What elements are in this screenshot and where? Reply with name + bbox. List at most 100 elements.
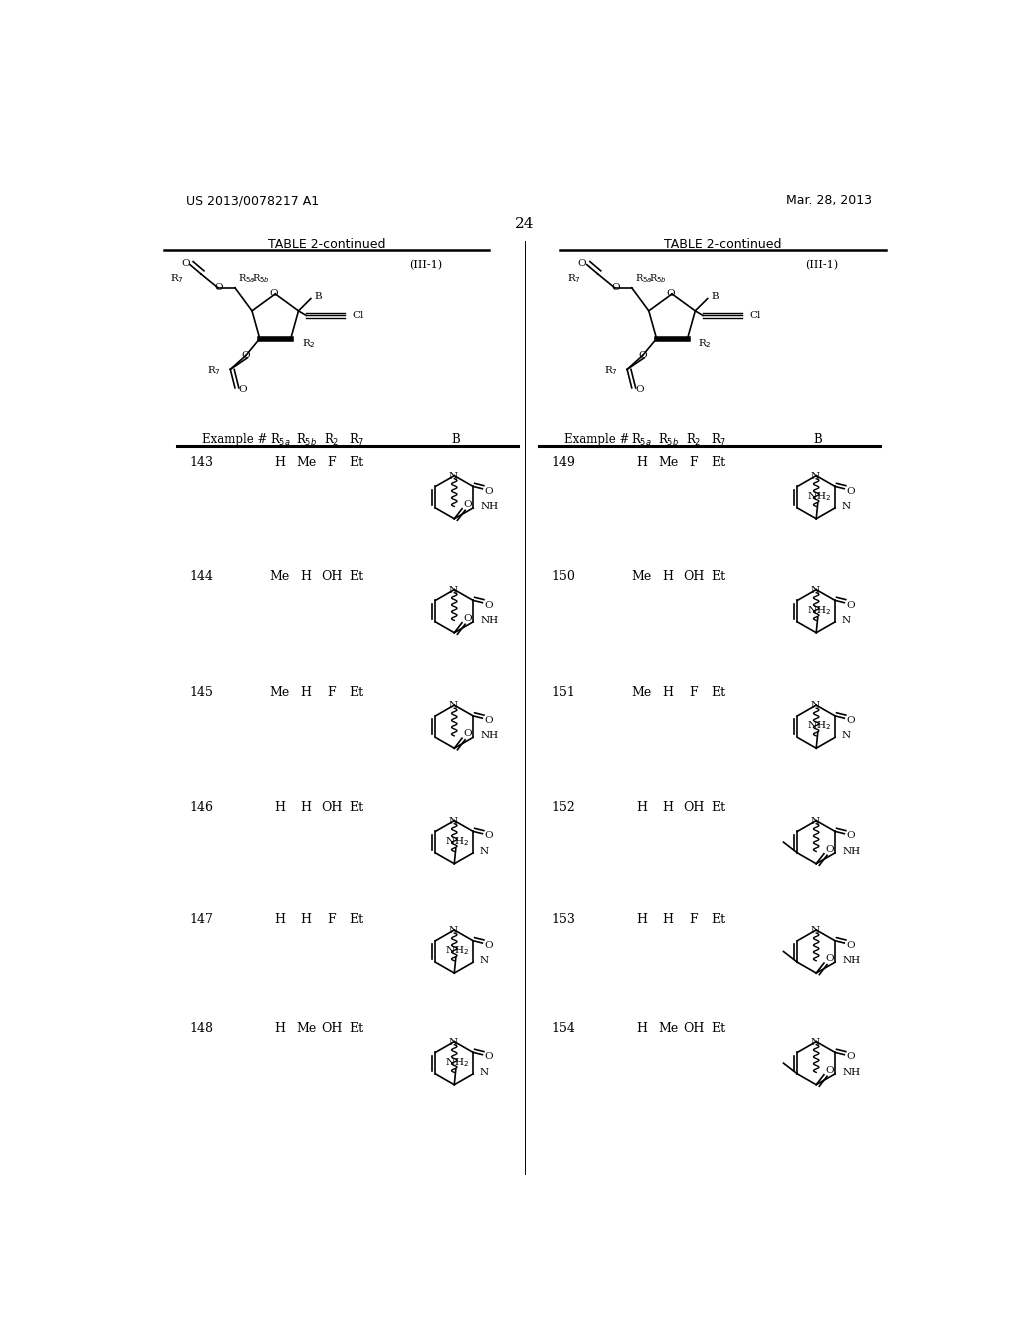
Text: O: O — [181, 259, 189, 268]
Text: Et: Et — [712, 912, 726, 925]
Text: NH: NH — [843, 956, 861, 965]
Text: O: O — [463, 614, 472, 623]
Text: O: O — [578, 259, 587, 268]
Text: OH: OH — [683, 1022, 705, 1035]
Text: H: H — [636, 801, 647, 814]
Text: R$_2$: R$_2$ — [302, 337, 315, 350]
Text: R$_{5b}$: R$_{5b}$ — [296, 432, 316, 447]
Text: R$_{5a}$: R$_{5a}$ — [269, 432, 290, 447]
Text: O: O — [635, 385, 644, 393]
Text: NH: NH — [481, 731, 499, 741]
Text: H: H — [274, 912, 286, 925]
Text: H: H — [636, 912, 647, 925]
Text: Me: Me — [296, 1022, 316, 1035]
Text: (III-1): (III-1) — [806, 260, 839, 269]
Text: F: F — [689, 912, 698, 925]
Text: NH: NH — [843, 1068, 861, 1077]
Text: F: F — [328, 685, 336, 698]
Text: N: N — [479, 847, 488, 855]
Text: 152: 152 — [552, 801, 575, 814]
Text: O: O — [825, 954, 834, 962]
Text: 145: 145 — [189, 685, 214, 698]
Text: F: F — [328, 455, 336, 469]
Text: OH: OH — [322, 1022, 342, 1035]
Text: R$_{5b}$: R$_{5b}$ — [252, 272, 269, 285]
Text: R$_{5a}$: R$_{5a}$ — [632, 432, 652, 447]
Text: F: F — [328, 912, 336, 925]
Text: NH$_2$: NH$_2$ — [807, 719, 831, 733]
Text: 151: 151 — [552, 685, 575, 698]
Text: Et: Et — [349, 1022, 364, 1035]
Text: F: F — [689, 455, 698, 469]
Text: H: H — [301, 912, 311, 925]
Text: H: H — [663, 801, 674, 814]
Text: N: N — [811, 817, 820, 826]
Text: NH$_2$: NH$_2$ — [807, 605, 831, 616]
Text: O: O — [269, 289, 278, 297]
Text: N: N — [811, 927, 820, 935]
Text: (III-1): (III-1) — [409, 260, 442, 269]
Text: O: O — [846, 1052, 855, 1061]
Text: H: H — [301, 570, 311, 583]
Text: N: N — [449, 586, 458, 595]
Text: B: B — [712, 292, 719, 301]
Text: O: O — [484, 601, 493, 610]
Text: B: B — [813, 433, 822, 446]
Text: N: N — [841, 502, 850, 511]
Text: O: O — [239, 385, 247, 393]
Text: H: H — [636, 455, 647, 469]
Text: H: H — [636, 1022, 647, 1035]
Text: O: O — [825, 1065, 834, 1074]
Text: O: O — [484, 715, 493, 725]
Text: N: N — [841, 616, 850, 624]
Text: Me: Me — [632, 685, 652, 698]
Text: O: O — [214, 284, 223, 292]
Text: O: O — [846, 601, 855, 610]
Text: Et: Et — [712, 455, 726, 469]
Text: Cl: Cl — [750, 312, 761, 319]
Text: O: O — [846, 487, 855, 495]
Text: Me: Me — [658, 455, 678, 469]
Text: Et: Et — [349, 455, 364, 469]
Text: R$_7$: R$_7$ — [207, 364, 221, 378]
Text: N: N — [479, 1068, 488, 1077]
Text: 144: 144 — [189, 570, 214, 583]
Text: 154: 154 — [552, 1022, 575, 1035]
Text: OH: OH — [683, 801, 705, 814]
Text: Example #: Example # — [202, 433, 267, 446]
Text: H: H — [301, 685, 311, 698]
Text: H: H — [301, 801, 311, 814]
Text: O: O — [463, 500, 472, 508]
Text: NH: NH — [481, 616, 499, 624]
Text: Me: Me — [296, 455, 316, 469]
Text: H: H — [663, 685, 674, 698]
Text: N: N — [811, 473, 820, 480]
Text: H: H — [663, 570, 674, 583]
Text: O: O — [463, 729, 472, 738]
Text: NH: NH — [843, 847, 861, 855]
Text: 147: 147 — [189, 912, 214, 925]
Text: R$_7$: R$_7$ — [711, 432, 726, 447]
Text: Et: Et — [349, 570, 364, 583]
Text: O: O — [484, 832, 493, 841]
Text: R$_{5b}$: R$_{5b}$ — [649, 272, 667, 285]
Text: O: O — [846, 941, 855, 950]
Text: NH$_2$: NH$_2$ — [445, 836, 469, 847]
Text: NH$_2$: NH$_2$ — [445, 1056, 469, 1069]
Text: OH: OH — [322, 801, 342, 814]
Text: Cl: Cl — [352, 312, 365, 319]
Text: Et: Et — [349, 801, 364, 814]
Text: H: H — [274, 801, 286, 814]
Text: R$_7$: R$_7$ — [604, 364, 617, 378]
Text: N: N — [449, 1038, 458, 1047]
Text: 146: 146 — [189, 801, 214, 814]
Text: NH$_2$: NH$_2$ — [445, 944, 469, 957]
Text: Et: Et — [349, 685, 364, 698]
Text: OH: OH — [322, 570, 342, 583]
Text: Example #: Example # — [563, 433, 629, 446]
Text: N: N — [811, 586, 820, 595]
Text: R$_2$: R$_2$ — [686, 432, 701, 447]
Text: R$_2$: R$_2$ — [325, 432, 340, 447]
Text: O: O — [638, 351, 647, 360]
Text: O: O — [484, 941, 493, 950]
